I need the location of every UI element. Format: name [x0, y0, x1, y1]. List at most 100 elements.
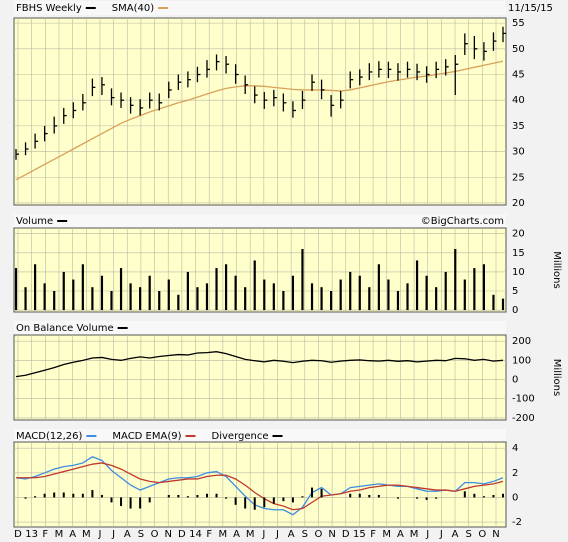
bar	[377, 494, 380, 498]
bar	[444, 271, 447, 311]
x-tick-label: 14	[189, 529, 202, 540]
bar	[291, 275, 295, 311]
x-tick-label: A	[233, 529, 240, 540]
bar	[139, 287, 142, 311]
y-tick-label: 0	[512, 305, 518, 316]
bar	[225, 497, 228, 499]
y-tick-label: -100	[512, 394, 535, 405]
x-tick-label: A	[69, 529, 76, 540]
legend-label: SMA(40)	[112, 3, 154, 14]
bar	[53, 492, 56, 498]
y-tick-label: 25	[512, 172, 525, 183]
y-tick-label: 40	[512, 95, 525, 106]
legend-label: On Balance Volume	[16, 323, 114, 334]
date-label: 11/15/15	[508, 3, 553, 14]
bar	[224, 264, 228, 311]
x-tick-label: D	[178, 529, 186, 540]
bar	[148, 497, 151, 503]
series-line	[16, 462, 504, 511]
bar	[120, 497, 123, 507]
x-tick-label: M	[82, 529, 91, 540]
bar	[377, 264, 380, 311]
y-tick-label: -200	[512, 413, 535, 424]
bar	[425, 275, 428, 311]
bar	[53, 291, 56, 311]
bar	[110, 291, 113, 311]
bar	[454, 249, 457, 311]
y-tick-label: 4	[512, 443, 518, 454]
x-tick-label: M	[55, 529, 64, 540]
y-tick-label: 20	[512, 198, 525, 209]
bar	[139, 497, 142, 509]
bar	[311, 487, 314, 498]
y-tick-label: 5	[512, 286, 518, 297]
bar	[263, 279, 266, 311]
header-strip	[14, 429, 506, 443]
bar	[43, 493, 46, 498]
bar	[119, 268, 123, 311]
bar	[62, 271, 65, 311]
bar	[396, 291, 400, 311]
plot-area	[13, 441, 507, 528]
bar	[435, 287, 438, 311]
bar	[186, 271, 189, 311]
x-tick-label: A	[124, 529, 131, 540]
x-tick-label: F	[206, 529, 212, 540]
bar	[473, 268, 476, 311]
x-tick-label: J	[275, 529, 279, 540]
series-line	[15, 351, 504, 378]
y-tick-label: 20	[512, 229, 525, 240]
bar	[358, 493, 361, 498]
x-tick-label: J	[439, 529, 443, 540]
bar	[368, 494, 371, 498]
bar	[234, 497, 237, 505]
bar	[349, 271, 352, 311]
y-tick-label: 0	[512, 492, 518, 503]
bar	[435, 497, 438, 499]
y-tick-label: 15	[512, 248, 525, 259]
bar	[310, 283, 314, 311]
bar	[301, 496, 304, 498]
bar	[415, 260, 419, 311]
bar	[14, 268, 18, 311]
y-tick-label: 200	[512, 336, 531, 347]
plot-area	[13, 334, 507, 421]
bar	[282, 497, 285, 502]
bar	[43, 283, 46, 311]
plot-area	[13, 17, 507, 206]
header-strip	[14, 321, 506, 335]
bar	[492, 294, 495, 311]
bar	[234, 275, 237, 311]
y-tick-label: 2	[512, 468, 518, 479]
bar	[291, 497, 294, 503]
x-tick-label: D	[342, 529, 350, 540]
series-line	[15, 60, 504, 181]
x-tick-label: N	[164, 529, 171, 540]
bar	[502, 493, 504, 498]
y-tick-label: 45	[512, 70, 525, 81]
unit-label: Millions	[551, 359, 562, 396]
y-tick-label: 55	[512, 18, 525, 29]
bar	[339, 279, 342, 311]
x-tick-label: S	[302, 529, 308, 540]
bar	[282, 291, 285, 311]
x-tick-label: O	[478, 529, 486, 540]
bar	[110, 497, 113, 503]
bar	[463, 279, 466, 311]
y-tick-label: 100	[512, 355, 531, 366]
bar	[492, 494, 495, 498]
unit-label: Millions	[551, 251, 562, 288]
legend-label: MACD EMA(9)	[112, 431, 181, 442]
bar	[100, 275, 104, 311]
bar	[72, 493, 75, 498]
bar	[205, 283, 209, 311]
bar	[24, 287, 27, 311]
bar	[186, 496, 189, 498]
bar	[320, 488, 323, 498]
legend-label: Volume	[16, 216, 53, 227]
bar	[215, 493, 218, 498]
bar	[167, 279, 170, 311]
bar	[320, 287, 323, 311]
series-line	[15, 456, 504, 516]
bar	[330, 291, 333, 311]
